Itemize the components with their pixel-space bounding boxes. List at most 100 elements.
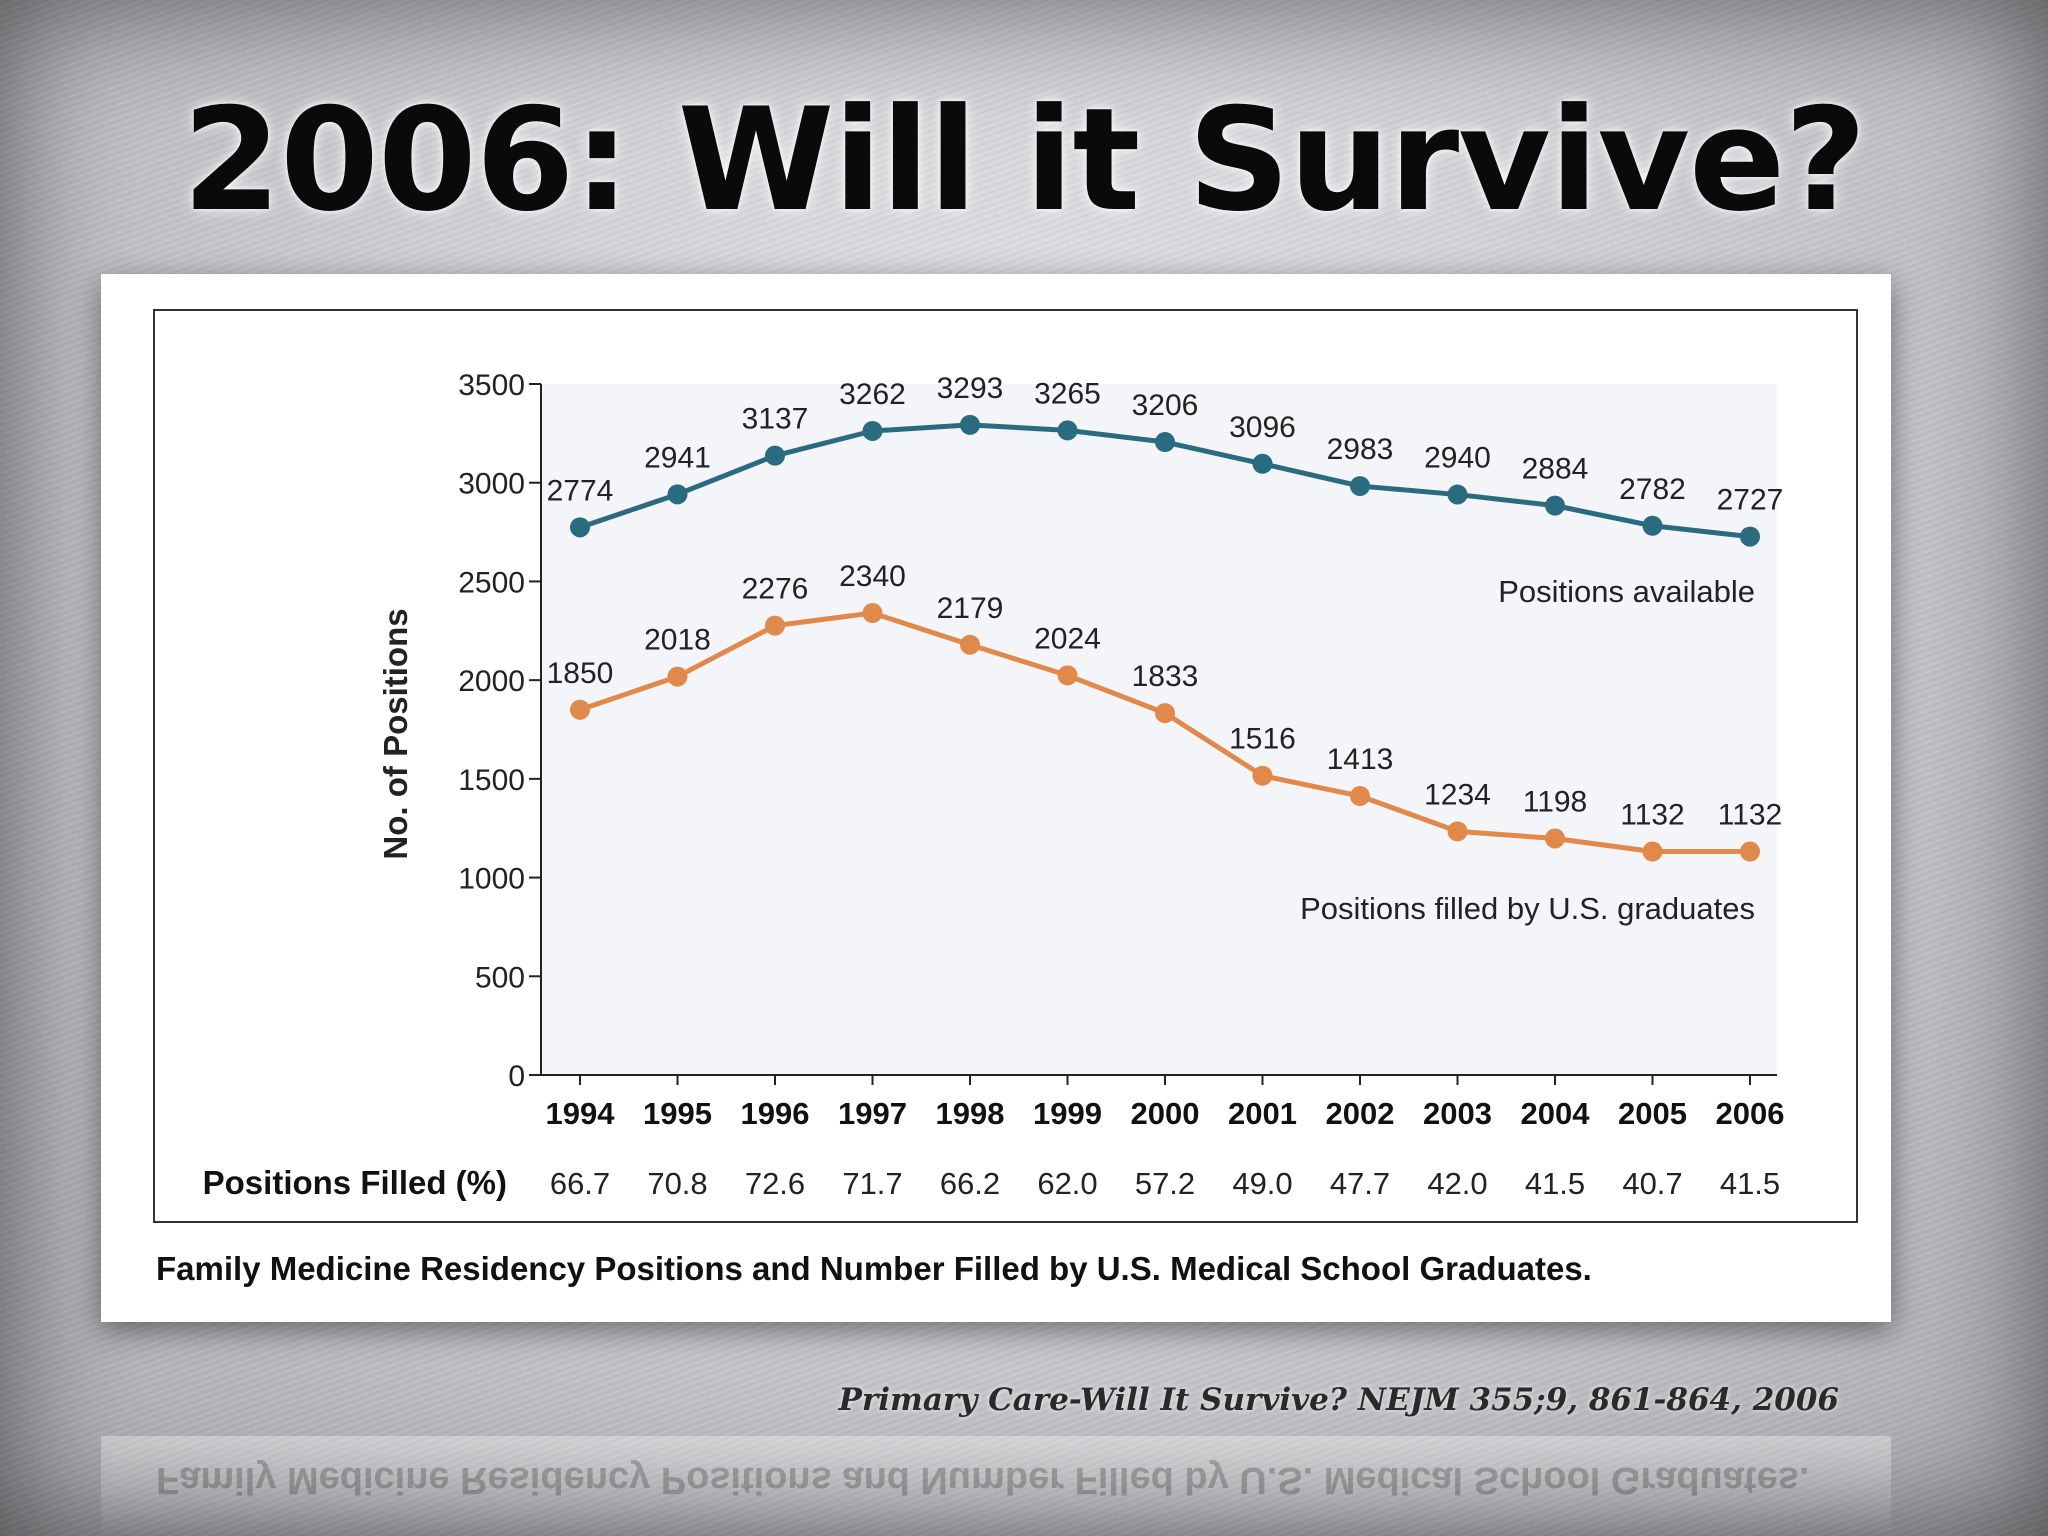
slide-title: 2006: Will it Survive?: [182, 78, 1866, 243]
data-point: [1350, 786, 1370, 807]
x-axis: 1994 1995 1996 1997 1998 1999 2000 2001 2002 2003…: [541, 1074, 1785, 1131]
y-axis: 0 500 1000 1500 2000 2500 3000 3500: [458, 369, 542, 1093]
data-point: [1155, 703, 1175, 724]
x-tick-label: 2004: [1521, 1096, 1591, 1131]
data-label: 1132: [1718, 799, 1783, 832]
data-point: [1057, 665, 1078, 686]
data-label: 2179: [937, 592, 1004, 625]
legend-positions-filled: Positions filled by U.S. graduates: [1300, 891, 1755, 926]
data-label: 2983: [1327, 433, 1394, 466]
positions-filled-value: 57.2: [1135, 1166, 1195, 1201]
data-point: [765, 445, 785, 466]
positions-filled-value: 72.6: [745, 1166, 805, 1201]
y-axis-label: No. of Positions: [377, 608, 414, 859]
x-tick-label: 2001: [1228, 1096, 1297, 1131]
data-point: [667, 484, 688, 505]
data-label: 3096: [1229, 411, 1296, 444]
data-point: [862, 420, 883, 441]
x-tick-label: 2003: [1423, 1096, 1492, 1131]
data-label: 2884: [1522, 453, 1589, 486]
data-label: 1198: [1523, 785, 1588, 818]
data-point: [1740, 526, 1760, 547]
data-point: [1545, 495, 1565, 516]
y-tick-label: 2000: [458, 665, 525, 698]
positions-filled-row: 66.7 70.8 72.6 71.7 66.2 62.0 57.2 49.0 47.7 42.0…: [550, 1166, 1780, 1201]
data-label: 1833: [1132, 660, 1199, 693]
data-label: 3262: [839, 378, 906, 411]
series-positions-filled: 1850 2018 2276 2340 2179 2024 1833 1516 1413 1234…: [547, 560, 1783, 862]
reflection-text: Family Medicine Residency Positions and …: [156, 1459, 1810, 1501]
positions-filled-value: 41.5: [1525, 1166, 1585, 1201]
x-tick-label: 1997: [838, 1096, 907, 1131]
x-tick-label: 1994: [546, 1096, 616, 1131]
x-tick-label: 1999: [1033, 1096, 1102, 1131]
data-label: 1234: [1424, 778, 1491, 811]
positions-filled-value: 42.0: [1427, 1166, 1487, 1201]
legend-positions-available: Positions available: [1498, 574, 1755, 609]
plot-background: [541, 384, 1777, 1075]
data-point: [570, 517, 590, 538]
positions-filled-value: 40.7: [1622, 1166, 1682, 1201]
x-tick-label: 2000: [1131, 1096, 1200, 1131]
series-layer: 2774 2941 3137 3262 3293 3265 3206 3096 2983 2940…: [547, 372, 1784, 862]
data-label: 2727: [1717, 484, 1784, 517]
data-point: [667, 666, 688, 687]
data-point: [1447, 484, 1468, 505]
data-label: 2940: [1424, 442, 1491, 475]
data-label: 2024: [1034, 622, 1101, 655]
data-point: [1642, 515, 1663, 536]
x-tick-label: 1998: [936, 1096, 1005, 1131]
data-point: [960, 414, 980, 435]
y-tick-label: 3000: [458, 468, 525, 501]
data-label: 1132: [1620, 799, 1685, 832]
positions-filled-value: 70.8: [647, 1166, 707, 1201]
data-point: [1740, 841, 1760, 862]
data-label: 2340: [839, 560, 906, 593]
y-tick-label: 2500: [458, 566, 525, 599]
y-tick-label: 0: [508, 1060, 525, 1093]
x-tick-label: 1996: [741, 1096, 810, 1131]
data-point: [1447, 821, 1468, 842]
y-tick-label: 1000: [458, 863, 525, 896]
data-point: [1642, 841, 1663, 862]
data-label: 2774: [547, 474, 614, 507]
y-tick-label: 500: [475, 961, 525, 994]
positions-filled-label: Positions Filled (%): [203, 1164, 507, 1201]
data-label: 3265: [1034, 377, 1101, 410]
data-label: 2276: [742, 573, 809, 606]
data-point: [1057, 420, 1078, 441]
positions-filled-value: 47.7: [1330, 1166, 1390, 1201]
data-label: 1516: [1229, 723, 1296, 756]
citation: Primary Care-Will It Survive? NEJM 355;9…: [838, 1382, 1839, 1418]
chart-card: 0 500 1000 1500 2000 2500 3000 3500 1994 1995 199…: [101, 274, 1891, 1322]
x-tick-label: 2006: [1716, 1096, 1785, 1131]
data-label: 3293: [937, 372, 1004, 405]
data-point: [1155, 432, 1175, 453]
data-point: [1350, 476, 1370, 497]
chart-caption: Family Medicine Residency Positions and …: [156, 1250, 1592, 1287]
data-label: 2018: [644, 624, 711, 657]
positions-filled-value: 49.0: [1232, 1166, 1292, 1201]
y-tick-label: 1500: [458, 764, 525, 797]
data-point: [1252, 765, 1273, 786]
x-tick-label: 1995: [643, 1096, 712, 1131]
caption-reflection: Family Medicine Residency Positions and …: [101, 1436, 1891, 1536]
data-point: [570, 699, 590, 720]
data-label: 2782: [1619, 473, 1686, 506]
data-point: [960, 634, 980, 655]
positions-filled-value: 66.7: [550, 1166, 610, 1201]
data-point: [1252, 453, 1273, 474]
data-point: [765, 615, 785, 636]
data-label: 1850: [547, 657, 614, 690]
data-label: 1413: [1327, 743, 1394, 776]
data-label: 3206: [1132, 389, 1199, 422]
data-point: [1545, 828, 1565, 849]
x-tick-label: 2005: [1618, 1096, 1687, 1131]
x-tick-label: 2002: [1326, 1096, 1395, 1131]
data-point: [862, 603, 883, 624]
series-positions-available: 2774 2941 3137 3262 3293 3265 3206 3096 2983 2940…: [547, 372, 1784, 547]
positions-filled-value: 41.5: [1720, 1166, 1780, 1201]
data-label: 2941: [644, 441, 711, 474]
positions-filled-value: 62.0: [1037, 1166, 1097, 1201]
